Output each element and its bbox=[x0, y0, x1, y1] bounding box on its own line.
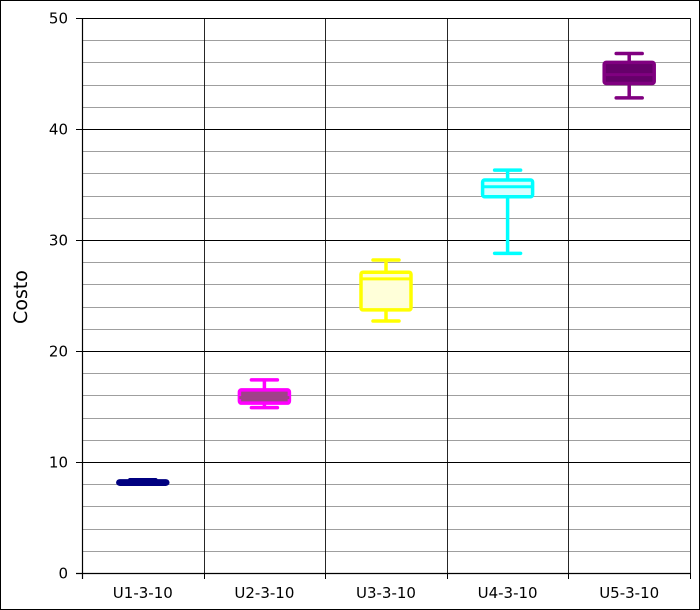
box-series bbox=[116, 51, 656, 486]
box-U3-3-10 bbox=[359, 258, 413, 323]
x-tick-label: U2-3-10 bbox=[234, 584, 294, 602]
x-tick-label: U5-3-10 bbox=[599, 584, 659, 602]
y-tick-label: 40 bbox=[49, 121, 68, 139]
y-tick-label: 20 bbox=[49, 343, 68, 361]
box-U5-3-10 bbox=[602, 51, 656, 100]
box-U1-3-10 bbox=[116, 478, 170, 486]
y-axis-title: Costo bbox=[10, 270, 32, 324]
y-tick-label: 50 bbox=[49, 10, 68, 28]
box-U4-3-10 bbox=[480, 168, 535, 256]
iqr-box bbox=[359, 270, 413, 312]
iqr-box bbox=[480, 178, 535, 199]
grid-lines bbox=[76, 18, 691, 579]
y-tick-label: 10 bbox=[49, 454, 68, 472]
axis-labels: 0 10 20 30 40 50 U1-3-10 U2-3-10 U3-3-10 U4-3-10 U… bbox=[49, 10, 659, 603]
x-tick-label: U4-3-10 bbox=[478, 584, 538, 602]
iqr-box bbox=[602, 60, 656, 86]
box-U2-3-10 bbox=[237, 378, 292, 410]
x-tick-label: U1-3-10 bbox=[113, 584, 173, 602]
y-tick-label: 0 bbox=[58, 565, 68, 583]
y-tick-label: 30 bbox=[49, 232, 68, 250]
x-tick-label: U3-3-10 bbox=[356, 584, 416, 602]
